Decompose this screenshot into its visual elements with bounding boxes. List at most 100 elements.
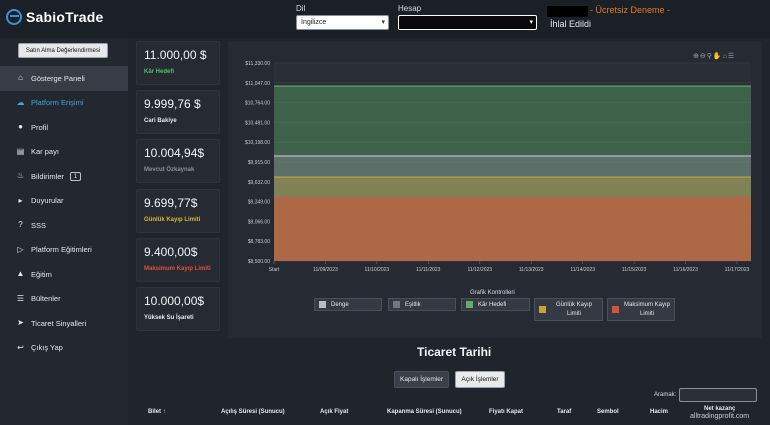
account-id-redacted (547, 6, 588, 17)
megaphone-icon: ▸ (18, 195, 23, 205)
user-icon: ● (18, 122, 23, 132)
column-header-open-price[interactable]: Açık Fiyat (320, 409, 349, 415)
zoom-out-icon[interactable]: ⊖ (699, 53, 707, 60)
legend-item-daily-loss-limit[interactable]: Günlük Kayıp Limiti (534, 298, 603, 321)
chart-legend-title: Grafik Kontrolleri (470, 290, 515, 296)
sidebar-item-label: SSS (31, 220, 47, 230)
sidebar-item-education[interactable]: ▲ Eğitim (0, 262, 128, 287)
cloud-download-icon: ☁ (16, 97, 25, 107)
stat-label: Günlük Kayıp Limiti (144, 217, 201, 223)
sidebar-item-label: Duyurular (31, 196, 64, 206)
legend-swatch (539, 306, 546, 313)
wallet-icon: ▤ (16, 146, 25, 156)
question-icon: ? (18, 220, 23, 230)
column-header-volume[interactable]: Hacim (650, 409, 669, 415)
stat-value: 9.999,76 $ (144, 97, 201, 111)
reset-home-icon[interactable]: ⌂ (722, 53, 728, 60)
legend-item-max-loss-limit[interactable]: Maksimum Kayıp Limiti (607, 298, 675, 321)
legend-swatch (319, 301, 326, 308)
menu-icon[interactable]: ☰ (727, 53, 736, 60)
purchase-evaluation-button[interactable]: Satın Alma Değerlendirmesi (18, 43, 108, 58)
sidebar-item-trade-signals[interactable]: ➤ Ticaret Sinyalleri (0, 311, 128, 336)
sidebar-item-notifications[interactable]: ♨ Bildirimler 1 (0, 164, 128, 189)
column-header-ticket[interactable]: Bilet ↑ (148, 409, 166, 415)
zoom-in-icon[interactable]: ⊕ (693, 53, 700, 60)
language-select[interactable]: İngilizce ▾ (296, 15, 389, 30)
sort-arrow-icon: ↑ (162, 409, 166, 415)
stat-label: Kâr Hedefi (144, 69, 175, 75)
stat-card-balance: 9.999,76 $ Cari Bakiye (136, 90, 220, 134)
stat-value: 11.000,00 $ (144, 48, 207, 62)
home-icon: ⌂ (18, 73, 23, 83)
column-header-open-time[interactable]: Açılış Süresi (Sunucu) (221, 409, 285, 415)
sidebar-item-newsletters[interactable]: ☰ Bültenler (0, 287, 128, 312)
legend-item-profit-target[interactable]: Kâr Hedefi (461, 298, 530, 311)
sidebar-item-label: Profil (31, 122, 49, 132)
sidebar: Satın Alma Değerlendirmesi ⌂ Gösterge Pa… (0, 38, 128, 425)
sidebar-item-announcements[interactable]: ▸ Duyurular (0, 189, 128, 214)
chevron-down-icon: ▾ (529, 19, 533, 26)
stat-label: Mevcut Özkaynak (144, 167, 195, 173)
open-trades-button[interactable]: Açık İşlemler (455, 371, 505, 388)
free-trial-label: - Ücretsiz Deneme - (590, 5, 671, 15)
stat-card-high-water-mark: 10.000,00$ Yüksek Su İşareti (136, 287, 220, 331)
stat-card-profit-target: 11.000,00 $ Kâr Hedefi (136, 41, 220, 85)
closed-trades-button[interactable]: Kapalı İşlemler (394, 371, 449, 388)
top-header: SabioTrade Dil İngilizce ▾ Hesap ▾ - Ücr… (0, 0, 770, 38)
sidebar-item-logout[interactable]: ↩ Çıkış Yap (0, 336, 128, 361)
chevron-down-icon: ▾ (381, 19, 385, 26)
sidebar-item-platform-tutorials[interactable]: ▷ Platform Eğitimleri (0, 238, 128, 263)
sidebar-item-label: Gösterge Paneli (31, 73, 85, 83)
legend-label: Denge (331, 301, 349, 308)
newsletter-icon: ☰ (16, 293, 25, 303)
sidebar-item-label: Bildirimler (31, 171, 64, 181)
search-label: Aramak: (654, 392, 677, 398)
sidebar-item-profit-share[interactable]: ▤ Kar payı (0, 140, 128, 165)
legend-swatch (612, 306, 619, 313)
legend-swatch (466, 301, 473, 308)
brand-logo[interactable]: SabioTrade (6, 9, 103, 25)
stat-label: Maksimum Kayıp Limiti (144, 266, 211, 272)
account-status: İhlal Edildi (550, 19, 592, 29)
stat-value: 9.400,00$ (144, 245, 198, 259)
legend-label: Kâr Hedefi (478, 301, 507, 308)
sabiotrade-logo-icon (6, 9, 22, 25)
sidebar-item-platform-access[interactable]: ☁ Platform Erişimi (0, 91, 128, 116)
language-value: İngilizce (301, 19, 327, 26)
legend-item-balance[interactable]: Denge (314, 298, 382, 311)
search-input[interactable] (679, 388, 757, 402)
sidebar-item-dashboard[interactable]: ⌂ Gösterge Paneli (0, 66, 128, 91)
notification-count-badge: 1 (69, 171, 82, 181)
sidebar-item-label: Çıkış Yap (31, 343, 63, 353)
legend-swatch (393, 301, 400, 308)
column-header-side[interactable]: Taraf (557, 409, 572, 415)
chart-toolbar[interactable]: ⊕⊖⚲✋⌂☰ (693, 52, 735, 60)
sidebar-item-faq[interactable]: ? SSS (0, 213, 128, 238)
stat-value: 10.000,00$ (144, 294, 205, 308)
sidebar-item-profile[interactable]: ● Profil (0, 115, 128, 140)
language-label: Dil (296, 4, 306, 13)
stat-value: 9.699,77$ (144, 196, 198, 210)
sidebar-item-label: Eğitim (31, 269, 52, 279)
legend-label: Maksimum Kayıp Limiti (624, 301, 671, 317)
telegram-icon: ➤ (17, 318, 24, 328)
sidebar-item-label: Platform Erişimi (31, 98, 84, 108)
sidebar-item-label: Ticaret Sinyalleri (31, 318, 87, 328)
column-header-close-time[interactable]: Kapanma Süresi (Sunucu) (387, 409, 462, 415)
watermark: alltradingprofit.com (690, 413, 750, 420)
account-label: Hesap (398, 4, 422, 13)
account-select[interactable]: ▾ (398, 15, 537, 30)
column-header-net-profit[interactable]: Net kazanç (704, 406, 736, 412)
legend-item-equity[interactable]: Eşitlik (388, 298, 456, 311)
pan-icon[interactable]: ✋ (712, 53, 723, 60)
column-header-symbol[interactable]: Sembol (597, 409, 619, 415)
sidebar-item-label: Platform Eğitimleri (31, 245, 92, 255)
brand-name: SabioTrade (26, 9, 104, 25)
trade-history-title: Ticaret Tarihi (417, 345, 492, 359)
graduation-icon: ▲ (16, 269, 25, 279)
column-header-close-price[interactable]: Fiyatı Kapat (489, 409, 524, 415)
sidebar-nav: ⌂ Gösterge Paneli ☁ Platform Erişimi ● P… (0, 66, 128, 360)
stat-value: 10.004,94$ (144, 146, 205, 160)
stat-card-equity: 10.004,94$ Mevcut Özkaynak (136, 139, 220, 183)
magnify-icon[interactable]: ⚲ (706, 53, 713, 60)
